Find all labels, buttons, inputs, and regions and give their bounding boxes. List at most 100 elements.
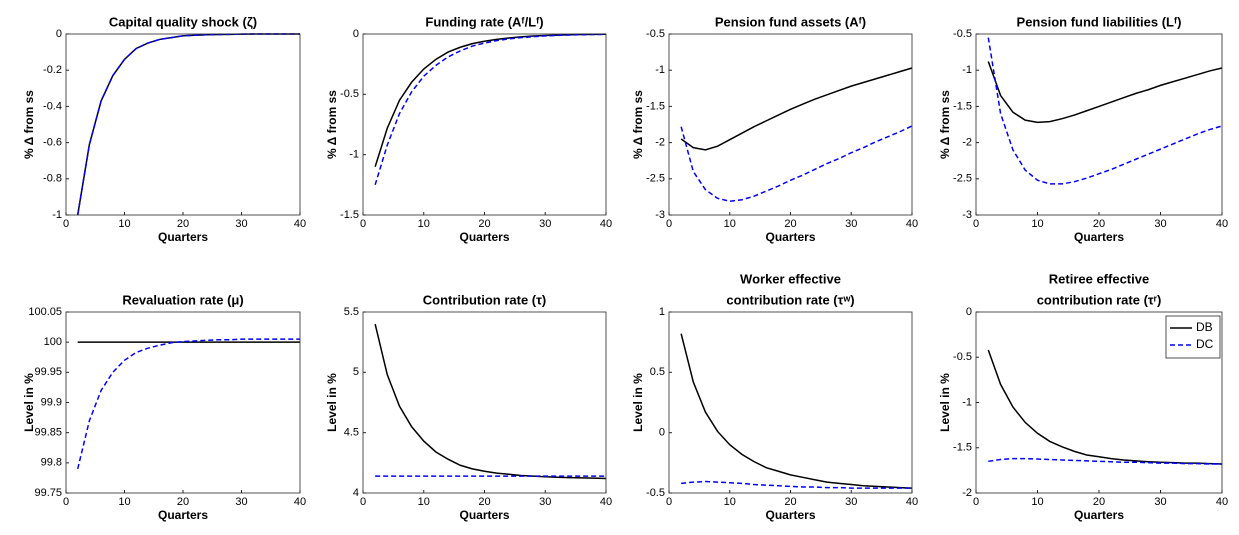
y-tick-label: -0.6	[43, 137, 62, 149]
panel: 0 10 20 30 40 99.75 99.8 99.85 99.9 99.95 100 100.0…	[22, 292, 306, 522]
panel: 0 10 20 30 40 -1.5 -1 -0.5 0 Quarters % Δ from ss F…	[325, 14, 612, 244]
x-tick-label: 0	[973, 218, 979, 230]
x-tick-label: 40	[600, 218, 612, 230]
panel: 0 10 20 30 40 -3 -2.5 -2 -1.5 -1 -0.5 Quarters % Δ f…	[938, 14, 1228, 244]
y-tick-label: -1.5	[953, 442, 972, 454]
x-tick-label: 20	[784, 496, 796, 508]
panel: 0 10 20 30 40 -2 -1.5 -1 -0.5 0 Quarters Level in %…	[938, 271, 1228, 522]
series-line	[681, 480, 912, 489]
chart-title: contribution rate (τʳ)	[1037, 292, 1162, 307]
y-tick-label: 0	[56, 28, 62, 40]
series-line	[680, 67, 913, 151]
panel: 0 10 20 30 40 4 4.5 5 5.5 Quarters Level in % Contr…	[325, 292, 612, 522]
y-axis-label: % Δ from ss	[325, 90, 339, 159]
y-tick-label: 100.05	[28, 306, 62, 318]
x-tick-label: 20	[1093, 218, 1105, 230]
y-tick-label: 0	[966, 306, 972, 318]
chart-title: Contribution rate (τ)	[423, 292, 547, 307]
y-axis-label: Level in %	[325, 373, 339, 432]
y-axis-label: % Δ from ss	[938, 90, 952, 159]
x-axis-label: Quarters	[158, 508, 208, 522]
y-tick-label: 5	[353, 366, 359, 378]
x-tick-label: 30	[235, 218, 247, 230]
x-tick-label: 10	[418, 496, 430, 508]
y-tick-label: -0.2	[43, 64, 62, 76]
y-tick-label: 99.95	[34, 366, 62, 378]
y-axis-label: Level in %	[631, 373, 645, 432]
chart-title: contribution rate (τʷ)	[726, 292, 854, 307]
plot-area	[66, 34, 300, 215]
x-tick-label: 10	[724, 218, 736, 230]
y-tick-label: -0.5	[340, 88, 359, 100]
x-tick-label: 0	[63, 218, 69, 230]
series-line	[987, 61, 1223, 124]
x-tick-label: 30	[1154, 218, 1166, 230]
x-tick-label: 20	[1093, 496, 1105, 508]
y-tick-label: 0	[659, 427, 665, 439]
y-tick-label: -0.5	[646, 28, 665, 40]
x-tick-label: 30	[845, 218, 857, 230]
y-tick-label: 5.5	[344, 306, 359, 318]
x-tick-label: 40	[1216, 496, 1228, 508]
y-tick-label: 99.85	[34, 427, 62, 439]
x-tick-label: 20	[478, 218, 490, 230]
y-tick-label: 1	[659, 306, 665, 318]
y-tick-label: -3	[655, 209, 665, 221]
x-tick-label: 10	[118, 218, 130, 230]
y-tick-label: -0.5	[646, 487, 665, 499]
y-tick-label: 0.5	[650, 366, 665, 378]
x-tick-label: 30	[845, 496, 857, 508]
x-tick-label: 0	[973, 496, 979, 508]
legend-label: DC	[1196, 337, 1214, 351]
plot-area	[363, 34, 606, 215]
chart-title: Retiree effective	[1049, 271, 1149, 286]
y-tick-label: -2	[655, 137, 665, 149]
x-tick-label: 10	[724, 496, 736, 508]
chart-title: Funding rate (Aᶠ/Lᶠ)	[425, 14, 543, 29]
legend-label: DB	[1196, 320, 1213, 334]
series-line	[76, 33, 300, 216]
x-tick-label: 20	[177, 218, 189, 230]
x-tick-label: 0	[666, 496, 672, 508]
x-tick-label: 10	[418, 218, 430, 230]
y-tick-label: 100	[44, 336, 62, 348]
x-tick-label: 20	[177, 496, 189, 508]
series-line	[680, 125, 913, 203]
y-tick-label: -1.5	[953, 100, 972, 112]
y-tick-label: -0.4	[43, 100, 62, 112]
x-axis-label: Quarters	[1074, 508, 1124, 522]
y-axis-label: % Δ from ss	[22, 90, 36, 159]
y-tick-label: -1	[655, 64, 665, 76]
x-tick-label: 0	[666, 218, 672, 230]
y-tick-label: -1.5	[340, 209, 359, 221]
x-axis-label: Quarters	[765, 508, 815, 522]
plot-area	[363, 312, 606, 493]
chart-title: Revaluation rate (μ)	[122, 292, 243, 307]
y-tick-label: 4.5	[344, 427, 359, 439]
series-line	[374, 323, 607, 480]
y-tick-label: -1	[962, 396, 972, 408]
chart-title: Worker effective	[740, 271, 841, 286]
x-axis-label: Quarters	[1074, 230, 1124, 244]
x-tick-label: 10	[1031, 496, 1043, 508]
x-tick-label: 30	[235, 496, 247, 508]
x-tick-label: 10	[118, 496, 130, 508]
chart-title: Pension fund assets (Aᶠ)	[715, 14, 866, 29]
series-line	[987, 37, 1223, 185]
series-line	[374, 33, 607, 186]
y-tick-label: -2	[962, 487, 972, 499]
y-tick-label: -1.5	[646, 100, 665, 112]
x-tick-label: 30	[1154, 496, 1166, 508]
plot-area	[669, 34, 912, 215]
y-tick-label: -2.5	[646, 173, 665, 185]
y-axis-label: Level in %	[22, 373, 36, 432]
y-tick-label: -2.5	[953, 173, 972, 185]
x-tick-label: 40	[1216, 218, 1228, 230]
y-axis-label: % Δ from ss	[631, 90, 645, 159]
x-tick-label: 40	[294, 496, 306, 508]
x-tick-label: 40	[906, 496, 918, 508]
series-line	[680, 333, 913, 489]
y-tick-label: -2	[962, 137, 972, 149]
